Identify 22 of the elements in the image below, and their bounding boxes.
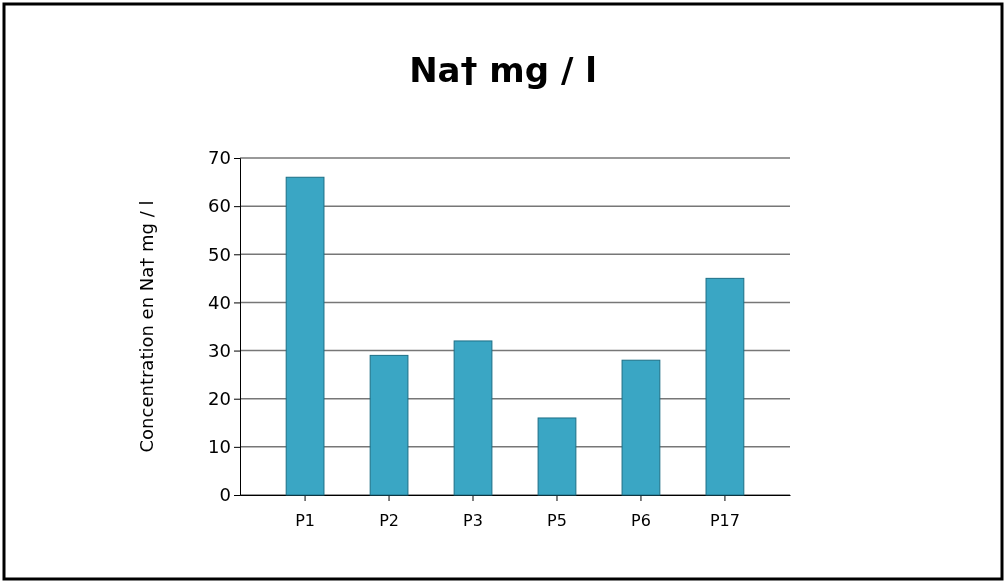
bar <box>537 417 577 496</box>
x-tick-label: P5 <box>547 511 567 531</box>
y-tick-label: 30 <box>208 339 231 361</box>
x-tick-label: P2 <box>379 511 399 531</box>
y-tick-label: 20 <box>208 387 231 409</box>
bar <box>453 340 493 496</box>
bar <box>621 359 661 496</box>
bar <box>285 176 325 496</box>
y-axis-title: Concentration en Na† mg / l <box>136 200 157 453</box>
y-tick-label: 70 <box>208 147 231 169</box>
x-tick-label: P1 <box>295 511 315 531</box>
chart-title: Na† mg / l <box>409 50 597 90</box>
y-tick-label: 10 <box>208 436 231 458</box>
y-tick-label: 40 <box>208 291 231 313</box>
y-tick-label: 60 <box>208 195 231 217</box>
bar <box>705 277 745 496</box>
y-tick-label: 0 <box>219 484 231 506</box>
x-tick-label: P3 <box>463 511 483 531</box>
y-tick-label: 50 <box>208 243 231 265</box>
x-tick-label: P6 <box>631 511 651 531</box>
bar <box>369 354 409 496</box>
x-tick-label: P17 <box>709 511 740 531</box>
